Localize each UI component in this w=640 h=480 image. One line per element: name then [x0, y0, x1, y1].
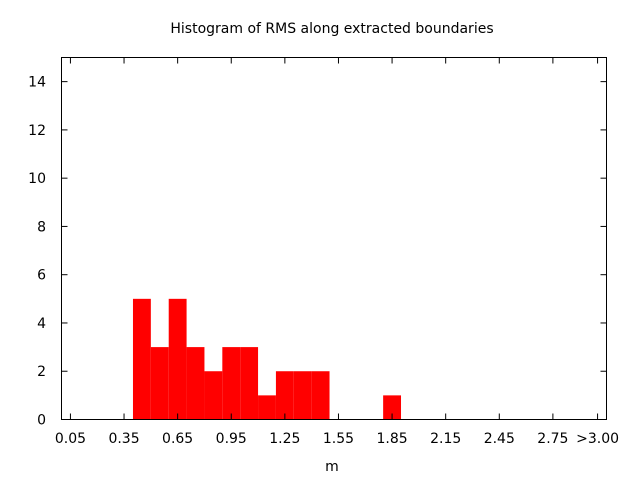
- x-tick-label: 2.45: [484, 431, 515, 447]
- x-tick-label: >3.00: [576, 431, 619, 447]
- plot-frame: [61, 57, 607, 420]
- y-tick-label: 4: [37, 316, 46, 332]
- x-tick-label: 0.65: [162, 431, 193, 447]
- histogram-bar: [186, 347, 205, 420]
- x-tick-label: 0.95: [216, 431, 247, 447]
- histogram-bar: [258, 395, 276, 420]
- x-tick-label: 0.35: [108, 431, 139, 447]
- x-tick-label: 0.05: [55, 431, 86, 447]
- histogram-bar: [150, 347, 169, 420]
- histogram-bar: [275, 371, 294, 420]
- x-tick-label: 1.55: [323, 431, 354, 447]
- x-axis-label: m: [325, 459, 339, 475]
- histogram-bar: [222, 347, 241, 420]
- x-tick-labels: 0.05 0.35 0.65 0.95 1.25 1.55 1.85 2.15 2.45 2.75…: [55, 431, 619, 447]
- x-tick-label: 1.85: [376, 431, 407, 447]
- y-tick-label: 0: [37, 413, 46, 429]
- histogram-bar: [204, 371, 223, 420]
- y-tick-label: 10: [28, 171, 46, 187]
- x-tick-label: 1.25: [269, 431, 300, 447]
- y-tick-label: 6: [37, 268, 46, 284]
- y-tick-label: 8: [37, 219, 46, 235]
- x-tick-label: 2.15: [430, 431, 461, 447]
- bars-group: [132, 298, 402, 420]
- histogram-bar: [311, 371, 330, 420]
- x-tick-label: 2.75: [537, 431, 568, 447]
- histogram-bar: [132, 298, 151, 420]
- histogram-bar: [383, 395, 402, 420]
- y-tick-labels: 0 2 4 6 8 10 12 14: [28, 75, 46, 429]
- histogram-bar: [293, 371, 312, 420]
- y-tick-label: 14: [28, 75, 46, 91]
- histogram-bar: [240, 347, 259, 420]
- y-tick-label: 12: [28, 123, 46, 139]
- chart-title: Histogram of RMS along extracted boundar…: [170, 21, 493, 37]
- y-tick-label: 2: [37, 364, 46, 380]
- histogram-bar: [168, 298, 187, 420]
